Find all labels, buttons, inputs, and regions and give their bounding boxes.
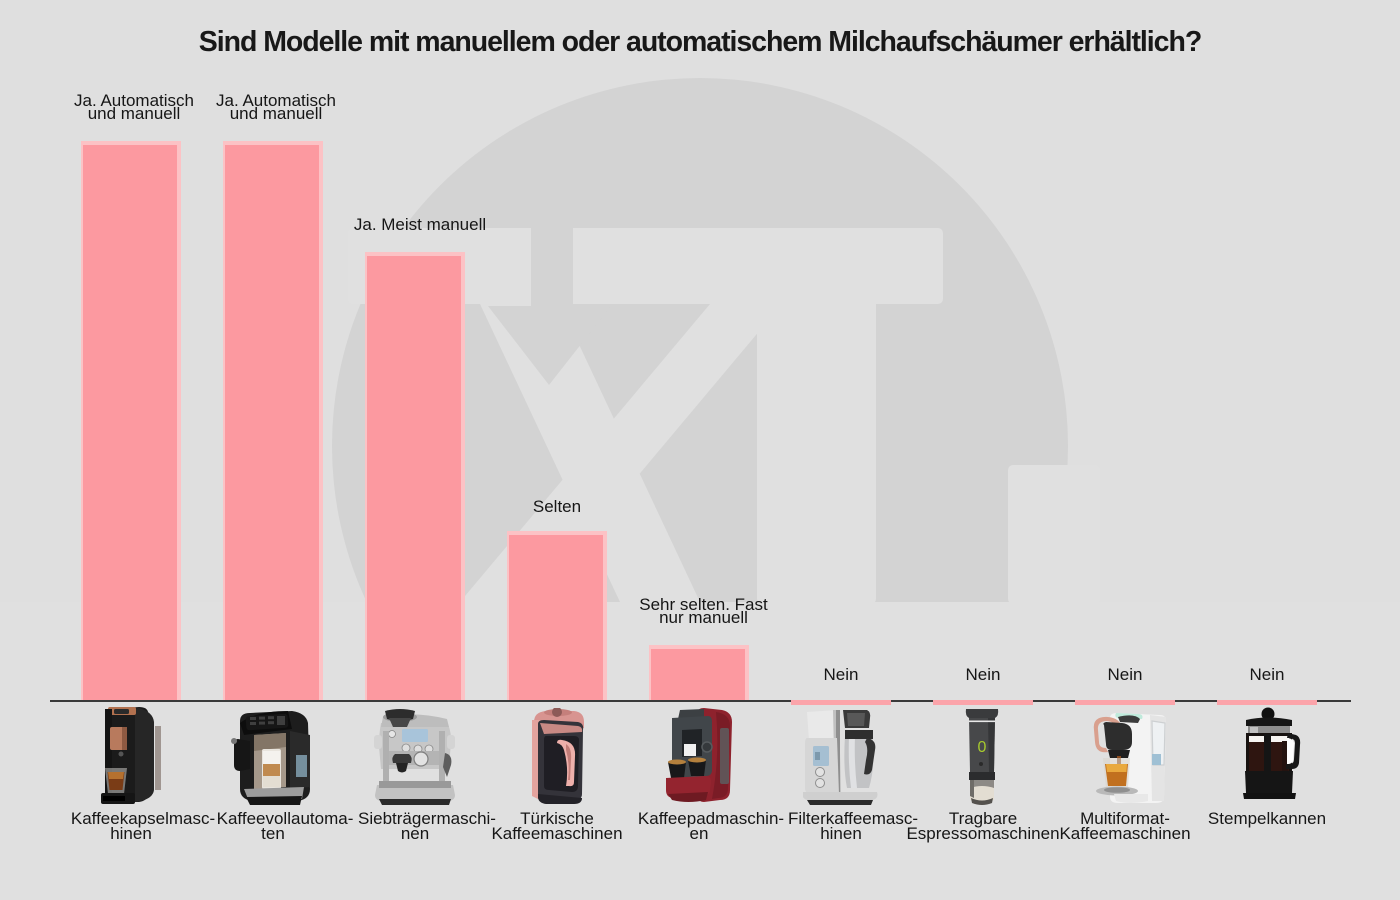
svg-text:0: 0 [978, 739, 987, 756]
